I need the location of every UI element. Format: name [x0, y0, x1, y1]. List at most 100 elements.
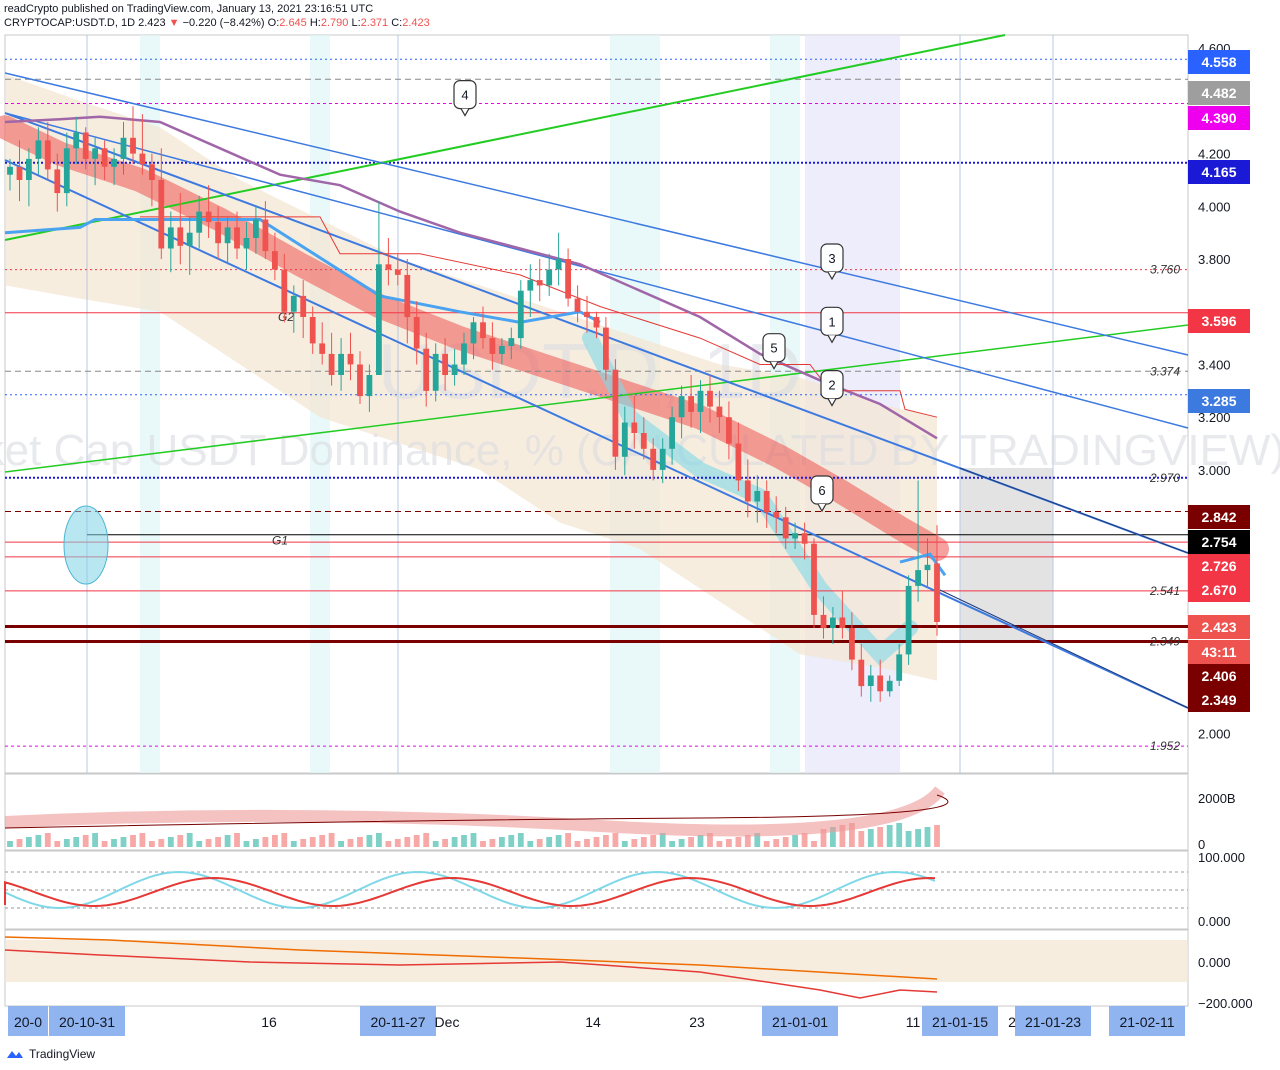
candle-body — [319, 343, 326, 354]
time-label[interactable]: 20-11-27 — [360, 1006, 436, 1036]
callout-label: 4 — [461, 88, 468, 103]
price-tag[interactable]: 2.670 — [1188, 578, 1250, 602]
candle-body — [754, 491, 761, 502]
volume-bar — [130, 835, 136, 847]
volume-bar — [707, 833, 713, 847]
candle-body — [867, 675, 874, 686]
callout-marker-5[interactable]: 5 — [762, 333, 786, 370]
volume-bar — [839, 825, 846, 847]
symbol-label[interactable]: CRYPTOCAP:USDT.D, 1D — [4, 17, 136, 29]
time-label[interactable]: 21-01-15 — [922, 1006, 998, 1036]
candle-body — [215, 222, 221, 244]
price-tag[interactable]: 4.165 — [1188, 160, 1250, 184]
callout-marker-2[interactable]: 2 — [820, 370, 844, 407]
volume-bar — [726, 839, 732, 847]
callout-marker-3[interactable]: 3 — [820, 243, 844, 281]
price-tag[interactable]: 2.754 — [1188, 530, 1250, 554]
time-label[interactable]: 20-10-31 — [49, 1006, 125, 1036]
price-tag[interactable]: 2.406 — [1188, 664, 1250, 688]
candle-body — [338, 353, 344, 375]
time-label[interactable]: 21-01-01 — [762, 1006, 838, 1036]
price-tag-box — [1188, 389, 1250, 413]
price-tag[interactable]: 2.349 — [1188, 688, 1250, 712]
volume-bar — [603, 835, 609, 847]
price-tag[interactable]: 2.726 — [1188, 554, 1250, 578]
candles — [7, 106, 940, 702]
trendline[interactable] — [4, 72, 1189, 356]
candle-body — [7, 166, 13, 175]
callout-label: 2 — [828, 378, 835, 393]
candle-body — [120, 137, 127, 159]
highlight-ellipse[interactable] — [63, 505, 109, 585]
line-label-g2: G2 — [278, 310, 294, 324]
candle-body — [801, 533, 808, 544]
callout-marker-1[interactable]: 1 — [820, 306, 844, 344]
price-tag[interactable]: 43:11 — [1188, 640, 1250, 664]
price-tag[interactable]: 4.390 — [1188, 106, 1250, 130]
time-label[interactable]: 16 — [261, 1014, 277, 1030]
volume-bar — [442, 839, 448, 847]
volume-bar — [886, 825, 893, 847]
candle-body — [44, 140, 51, 170]
time-label[interactable]: 2 — [1008, 1014, 1016, 1030]
volume-bar — [763, 841, 770, 847]
candle-body — [621, 422, 628, 457]
candle-body — [659, 448, 666, 470]
price-axis[interactable]: 4.6004.2004.0003.8003.4003.2003.0002.000… — [1188, 41, 1250, 742]
volume-bar — [593, 837, 600, 847]
price-tag[interactable]: 3.285 — [1188, 389, 1250, 413]
time-label[interactable]: 11 — [906, 1014, 921, 1030]
trendline[interactable] — [959, 467, 1189, 554]
candle-body — [290, 295, 297, 312]
trendline[interactable] — [4, 324, 1189, 473]
callout-marker-6[interactable]: 6 — [810, 475, 834, 513]
volume-bar — [915, 829, 921, 847]
callout-markers[interactable]: 1 2 3 4 5 6 — [453, 79, 844, 513]
candle-body — [357, 364, 363, 397]
candle-body — [35, 140, 42, 159]
time-label-text: 21-02-11 — [1119, 1014, 1174, 1030]
osc-tick: 0.000 — [1198, 914, 1231, 929]
price-tag[interactable]: 4.558 — [1188, 50, 1250, 74]
candle-body — [631, 422, 638, 433]
price-tag-box — [1188, 664, 1250, 688]
volume-bar — [754, 833, 761, 847]
level-label: 2.970 — [1149, 471, 1180, 485]
volume-bar — [394, 839, 401, 847]
candle-body — [584, 311, 590, 318]
price-tag-box — [1188, 640, 1250, 664]
close-label: C: — [391, 17, 403, 29]
volume-bar — [565, 833, 571, 847]
footer[interactable]: TradingView — [6, 1047, 95, 1061]
price-tag[interactable]: 2.842 — [1188, 505, 1250, 529]
time-label-text: 21-01-23 — [1025, 1014, 1081, 1030]
price-tag[interactable]: 3.596 — [1188, 309, 1250, 333]
volume-bar — [111, 839, 117, 847]
price-tag[interactable]: 4.482 — [1188, 81, 1250, 105]
change-down-icon: ▼ — [168, 17, 180, 29]
time-label[interactable]: 23 — [689, 1014, 705, 1030]
time-label[interactable]: Dec — [435, 1014, 460, 1030]
trendline[interactable] — [4, 159, 1189, 709]
price-tag[interactable]: 2.423 — [1188, 615, 1250, 639]
volume-bar — [290, 841, 297, 847]
price-tick: 4.000 — [1198, 199, 1231, 214]
time-axis[interactable]: 20-0 20-10-31 16 20-11-27 Dec 14 23 21-01-01 11 2… — [8, 1006, 1185, 1036]
time-label[interactable]: 21-01-23 — [1015, 1006, 1091, 1036]
time-label[interactable]: 20-0 — [8, 1006, 48, 1036]
volume-bar — [167, 837, 174, 847]
time-label[interactable]: 21-02-11 — [1109, 1006, 1185, 1036]
callout-label: 6 — [818, 483, 825, 498]
candle-body — [773, 512, 780, 518]
volume-bar — [281, 833, 288, 847]
trendline[interactable] — [4, 34, 1006, 241]
volume-bar — [347, 839, 354, 847]
volume-bar — [139, 833, 146, 847]
volume-bar — [584, 839, 590, 847]
trendline[interactable] — [939, 589, 1189, 709]
candle-body — [224, 227, 231, 244]
volume-bar — [546, 837, 553, 847]
time-label[interactable]: 14 — [585, 1014, 601, 1030]
callout-marker-4[interactable]: 4 — [453, 79, 477, 117]
